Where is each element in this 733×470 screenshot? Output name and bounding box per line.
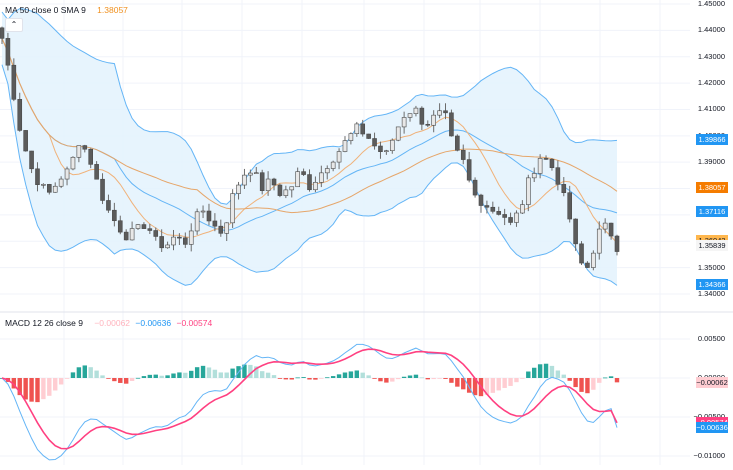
- price-tag: 1.35839: [696, 240, 728, 252]
- price-tag: 1.39866: [696, 133, 728, 145]
- price-tag: 1.37116: [696, 206, 728, 218]
- price-tag: 1.34366: [696, 278, 728, 290]
- bollinger-lower: [1, 64, 618, 286]
- main-legend-name: MA 50 close 0 SMA 9: [5, 5, 86, 15]
- macd-legend-macd: −0.00636: [135, 318, 172, 328]
- main-legend: MA 50 close 0 SMA 9 1.38057: [5, 5, 131, 15]
- macd-axis-tick: −0.01000: [693, 451, 726, 460]
- macd-axis-tick: −0.00500: [694, 412, 726, 421]
- macd-value-tag: −0.00636: [696, 422, 728, 434]
- price-axis-tick: 1.34000: [697, 289, 725, 298]
- price-axis-tick: 1.45000: [697, 0, 725, 8]
- candles[interactable]: [0, 26, 620, 271]
- ma-line: [1, 38, 618, 214]
- macd-legend-histogram: −0.00062: [94, 318, 131, 328]
- macd-value-tag: −0.00062: [696, 377, 728, 389]
- macd-histogram: [0, 363, 620, 403]
- collapse-legend-button[interactable]: ⌃: [5, 18, 23, 32]
- chevron-up-icon: ⌃: [10, 20, 18, 29]
- price-axis-tick: 1.39000: [697, 157, 725, 167]
- macd-line: [1, 343, 618, 461]
- price-axis-tick: 1.43000: [697, 51, 725, 61]
- price-axis-tick: 1.41000: [697, 104, 725, 114]
- main-legend-value: 1.38057: [97, 5, 128, 15]
- price-axis-tick: 1.35000: [697, 262, 725, 272]
- macd-axis-tick: 0.00500: [697, 334, 725, 343]
- macd-legend-name: MACD 12 26 close 9: [5, 318, 83, 328]
- price-axis-tick: 1.44000: [697, 25, 725, 35]
- price-tag: 1.38057: [696, 181, 728, 193]
- bollinger-upper: [1, 8, 618, 205]
- macd-legend: MACD 12 26 close 9 −0.00062 −0.00636 −0.…: [5, 318, 215, 328]
- signal-line: [1, 348, 618, 450]
- price-axis-tick: 1.42000: [697, 78, 725, 88]
- bollinger-fill: [2, 8, 617, 286]
- macd-legend-signal: −0.00574: [176, 318, 213, 328]
